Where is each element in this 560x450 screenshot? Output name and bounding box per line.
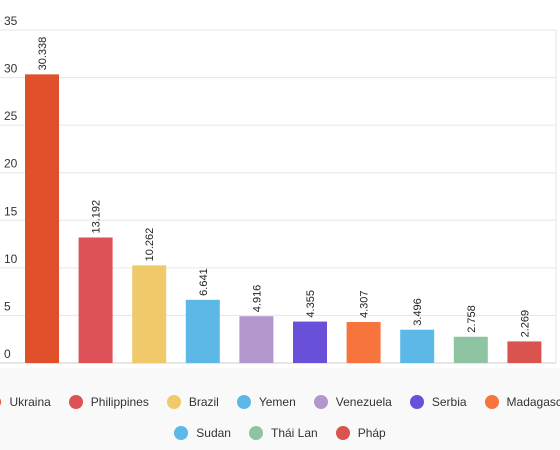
legend-item[interactable]: Pháp	[335, 426, 386, 440]
data-label: 4.916	[251, 285, 263, 313]
legend-label: Serbia	[431, 395, 467, 409]
data-label: 13.192	[91, 200, 103, 234]
y-tick-label: 25	[4, 109, 18, 123]
legend-item[interactable]: Yemen	[236, 395, 296, 409]
legend-swatch-icon	[248, 426, 263, 440]
legend-swatch-icon	[174, 426, 189, 440]
legend-item[interactable]: Serbia	[409, 395, 467, 409]
legend-item[interactable]: Ukraina	[0, 395, 51, 409]
bar-ph-p[interactable]	[507, 341, 542, 363]
bar-madagascar[interactable]	[346, 322, 381, 363]
y-tick-label: 30	[4, 62, 18, 76]
legend-row: Ukraina Philippines Brazil Yemen Venezuela Se…	[0, 395, 560, 409]
y-tick-label: 0	[4, 347, 11, 361]
bar-ukraina[interactable]	[25, 74, 59, 364]
bar-yemen[interactable]	[185, 299, 220, 363]
legend-label: Pháp	[357, 426, 386, 440]
y-axis-ticks: 0 5 10 15 20 25 30 35	[4, 14, 18, 361]
legend-item[interactable]: Madagascar	[484, 395, 560, 409]
legend-item[interactable]: Philippines	[68, 395, 149, 409]
legend-swatch-icon	[0, 395, 2, 409]
data-label: 10.262	[144, 228, 156, 262]
legend-label: Venezuela	[335, 395, 392, 409]
legend-item[interactable]: Brazil	[166, 395, 219, 409]
bar-brazil[interactable]	[132, 265, 167, 363]
legend-item[interactable]: Thái Lan	[248, 426, 318, 440]
legend-label: Philippines	[90, 395, 149, 409]
legend: Ukraina Philippines Brazil Yemen Venezuela Se…	[0, 368, 560, 450]
y-tick-label: 35	[4, 14, 18, 28]
y-tick-label: 20	[4, 157, 18, 171]
data-label: 2.758	[466, 305, 478, 333]
legend-label: Sudan	[196, 426, 231, 440]
bar-venezuela[interactable]	[239, 316, 274, 363]
bar-chart: 0 5 10 15 20 25 30 35 30.338 13.192 10.262 6.641 4.…	[0, 14, 557, 364]
bar-th-i-lan[interactable]	[453, 336, 488, 363]
y-tick-label: 5	[4, 299, 11, 313]
data-label: 6.641	[198, 268, 210, 296]
legend-swatch-icon	[335, 426, 350, 440]
data-label: 3.496	[412, 298, 424, 326]
legend-label: Yemen	[258, 395, 296, 409]
y-tick-label: 15	[4, 204, 18, 218]
data-label: 4.355	[305, 290, 317, 318]
legend-row: Sudan Thái Lan Pháp	[0, 426, 560, 440]
legend-swatch-icon	[236, 395, 251, 409]
legend-item[interactable]: Venezuela	[313, 395, 392, 409]
data-label: 2.269	[519, 310, 531, 338]
data-label: 30.338	[37, 37, 49, 71]
bars	[25, 74, 542, 364]
bar-serbia[interactable]	[293, 321, 327, 363]
legend-swatch-icon	[68, 395, 83, 409]
legend-item[interactable]: Sudan	[174, 426, 231, 440]
legend-swatch-icon	[409, 395, 424, 409]
legend-label: Thái Lan	[270, 426, 318, 440]
bar-philippines[interactable]	[78, 237, 113, 363]
data-labels: 30.338 13.192 10.262 6.641 4.916 4.355 4.307 3.…	[37, 37, 531, 338]
bar-sudan[interactable]	[400, 329, 435, 363]
legend-label: Ukraina	[9, 395, 51, 409]
data-label: 4.307	[359, 290, 371, 318]
y-tick-label: 10	[4, 252, 18, 266]
legend-swatch-icon	[313, 395, 328, 409]
legend-swatch-icon	[166, 395, 181, 409]
legend-swatch-icon	[484, 395, 499, 409]
legend-label: Madagascar	[506, 395, 560, 409]
legend-label: Brazil	[188, 395, 219, 409]
